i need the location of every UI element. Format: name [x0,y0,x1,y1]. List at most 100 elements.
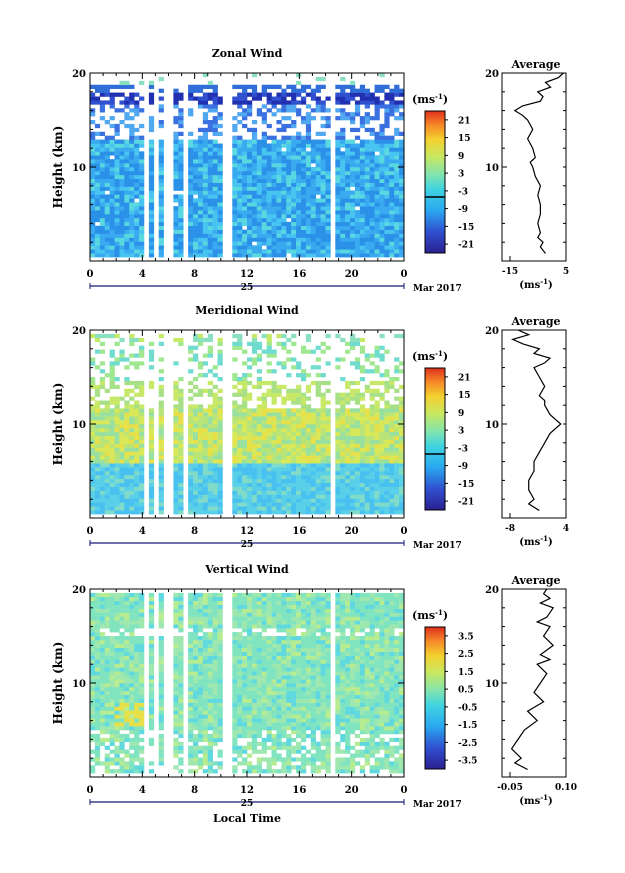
x-tick-label: 20 [345,785,359,796]
average-x-axis-label: (ms-1) [519,793,552,807]
colorbar-label: -9 [458,205,468,215]
average-x-axis-label: (ms-1) [519,277,552,291]
colorbar-label: -15 [458,480,474,490]
colorbar-unit-close: ) [443,350,448,363]
average-y-label: 10 [485,163,499,174]
average-profile-line [510,329,562,512]
colorbar-unit-exp: -1 [435,608,443,617]
average-y-label: 10 [485,420,499,431]
colorbar-label: 21 [458,116,471,126]
heatmap-cells [90,592,405,774]
x-tick-label: 12 [240,526,254,537]
panel-3: Vertical Wind 10 20 Height (km) 0 4 8 12 16 20 0 25… [51,563,577,825]
colorbar-label: 9 [458,409,464,419]
colorbar-label: 2.5 [458,650,474,660]
average-y-label: 20 [485,69,499,80]
panel-title: Vertical Wind [204,563,289,576]
colorbar-label: 3 [458,170,464,180]
x-tick-label: 4 [139,526,146,537]
x-tick-label: 0 [87,269,94,280]
average-y-label: 20 [485,585,499,596]
y-tick-label: 10 [72,163,86,174]
y-axis-label: Height (km) [51,126,65,209]
average-unit-close: ) [548,280,553,291]
y-tick-label: 20 [72,69,86,80]
average-y-label: 10 [485,679,499,690]
average-unit-exp: -1 [540,793,548,802]
average-unit-close: ) [548,796,553,807]
average-frame [501,72,567,262]
x-tick-label: 0 [401,785,408,796]
colorbar-label: -2.5 [458,739,477,749]
x-tick-label: 0 [401,269,408,280]
average-profile-line [510,588,555,771]
average-unit-close: ) [548,537,553,548]
average-title: Average [510,574,560,587]
average-x-axis-label: (ms-1) [519,534,552,548]
average-unit-text: (ms [519,796,540,807]
panel-title: Zonal Wind [212,47,283,60]
date-label: 25 [241,799,254,809]
average-frame [501,329,567,519]
average-x-label: -15 [502,267,518,277]
colorbar-label: -3.5 [458,757,477,767]
average-x-label: 5 [563,267,569,277]
colorbar-label: 3.5 [458,632,474,642]
colorbar-unit-close: ) [443,93,448,106]
x-tick-label: 12 [240,785,254,796]
colorbar-label: 1.5 [458,668,474,678]
x-tick-label: 16 [292,785,306,796]
colorbar-label: -15 [458,223,474,233]
colorbar-label: -3 [458,187,468,197]
average-y-label: 20 [485,326,499,337]
colorbar-unit-exp: -1 [435,92,443,101]
colorbar-unit-close: ) [443,609,448,622]
average-x-label: 4 [563,524,569,534]
y-axis-label: Height (km) [51,642,65,725]
x-tick-label: 0 [87,526,94,537]
panel-1: Zonal Wind 10 20 Height (km) 0 4 8 12 16 20 0 25 Mar… [51,47,569,294]
month-label: Mar 2017 [413,284,462,294]
x-tick-label: 8 [191,269,198,280]
month-label: Mar 2017 [413,541,462,551]
y-tick-label: 20 [72,585,86,596]
colorbar-unit: (ms-1) [412,349,448,363]
colorbar-label: 0.5 [458,686,474,696]
average-unit-exp: -1 [540,277,548,286]
average-x-label: -0.05 [497,783,523,793]
colorbar-label: 15 [458,391,471,401]
average-title: Average [510,315,560,328]
colorbar-label: 9 [458,152,464,162]
x-tick-label: 16 [292,526,306,537]
colorbar-unit-text: (ms [412,93,435,106]
colorbar-unit-exp: -1 [435,349,443,358]
x-tick-label: 20 [345,526,359,537]
colorbar [424,110,446,254]
colorbar-label: -21 [458,241,474,251]
average-unit-text: (ms [519,280,540,291]
colorbar-unit: (ms-1) [412,92,448,106]
date-label: 25 [241,283,254,293]
colorbar-unit-text: (ms [412,350,435,363]
colorbar-label: -9 [458,462,468,472]
colorbar [424,367,446,511]
colorbar-label: 21 [458,373,471,383]
x-axis-label: Local Time [213,812,281,825]
average-unit-exp: -1 [540,534,548,543]
month-label: Mar 2017 [413,800,462,810]
panel-title: Meridional Wind [195,304,299,317]
colorbar-unit-text: (ms [412,609,435,622]
colorbar-label: 15 [458,134,471,144]
average-profile-line [513,72,564,254]
colorbar-label: 3 [458,427,464,437]
colorbar-label: -0.5 [458,703,477,713]
y-axis-label: Height (km) [51,383,65,466]
x-tick-label: 8 [191,785,198,796]
x-tick-label: 16 [292,269,306,280]
x-tick-label: 12 [240,269,254,280]
y-tick-label: 10 [72,679,86,690]
x-tick-label: 4 [139,269,146,280]
colorbar-label: -21 [458,498,474,508]
y-tick-label: 10 [72,420,86,431]
